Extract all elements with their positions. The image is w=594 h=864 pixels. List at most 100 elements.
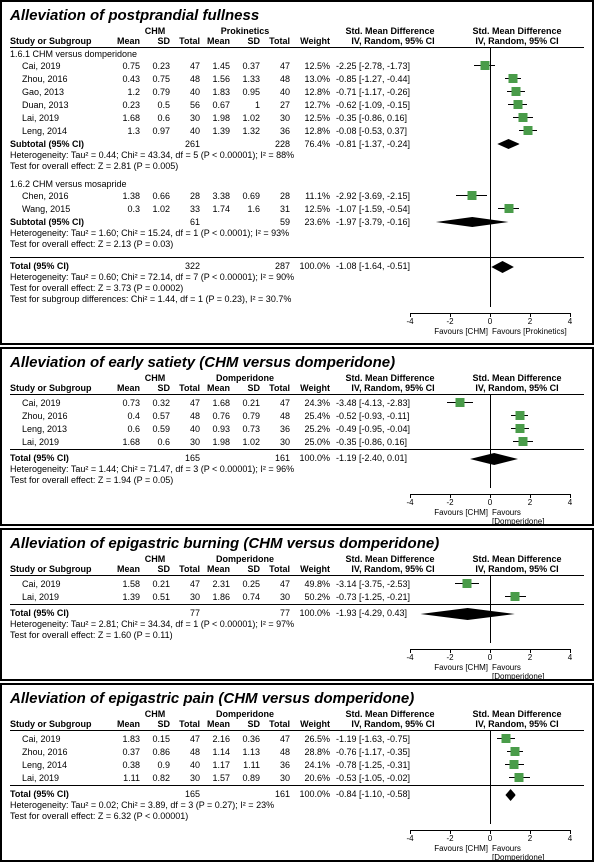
study-row: Leng, 2014 1.3 0.97 40 1.39 1.32 36 12.8… xyxy=(10,124,584,137)
forest-cell xyxy=(450,396,584,409)
col-header: Study or Subgroup Mean SD Total Mean SD … xyxy=(10,564,584,574)
forest-cell xyxy=(450,124,584,137)
study-label: Lai, 2019 xyxy=(10,113,110,123)
point-square xyxy=(456,398,465,407)
overall-test: Test for overall effect: Z = 1.60 (P = 0… xyxy=(10,630,584,641)
overall-test: Test for overall effect: Z = 3.73 (P = 0… xyxy=(10,283,584,294)
study-label: Lai, 2019 xyxy=(10,437,110,447)
forest-cell xyxy=(450,590,584,603)
panel-title: Alleviation of early satiety (CHM versus… xyxy=(10,354,584,371)
study-row: Cai, 2019 1.58 0.21 47 2.31 0.25 47 49.8… xyxy=(10,577,584,590)
point-square xyxy=(502,734,511,743)
forest-cell xyxy=(450,85,584,98)
heterogeneity: Heterogeneity: Tau² = 0.44; Chi² = 43.34… xyxy=(10,150,584,161)
plot-area: Cai, 2019 1.58 0.21 47 2.31 0.25 47 49.8… xyxy=(10,577,584,641)
study-label: Zhou, 2016 xyxy=(10,74,110,84)
col-header: Study or Subgroup Mean SD Total Mean SD … xyxy=(10,36,584,46)
point-square xyxy=(515,411,524,420)
point-square xyxy=(515,773,524,782)
plot-area: Cai, 2019 1.83 0.15 47 2.16 0.36 47 26.5… xyxy=(10,732,584,822)
x-axis: -4-2024 Favours [CHM] Favours [Prokineti… xyxy=(410,307,570,337)
study-row: Chen, 2016 1.38 0.66 28 3.38 0.69 28 11.… xyxy=(10,189,584,202)
panel-title: Alleviation of epigastric pain (CHM vers… xyxy=(10,690,584,707)
study-label: Cai, 2019 xyxy=(10,61,110,71)
study-row: Leng, 2014 0.38 0.9 40 1.17 1.11 36 24.1… xyxy=(10,758,584,771)
subgroup-label: 1.6.1 CHM versus domperidone xyxy=(10,49,584,59)
plot-area: 1.6.1 CHM versus domperidone Cai, 2019 0… xyxy=(10,49,584,305)
point-square xyxy=(509,74,518,83)
study-label: Leng, 2014 xyxy=(10,760,110,770)
total-row: Total (95% CI) 165 161 100.0% -1.19 [-2.… xyxy=(10,451,584,464)
study-row: Wang, 2015 0.3 1.02 33 1.74 1.6 31 12.5%… xyxy=(10,202,584,215)
point-square xyxy=(511,87,520,96)
heterogeneity: Heterogeneity: Tau² = 0.60; Chi² = 72.14… xyxy=(10,272,584,283)
forest-panel: Alleviation of epigastric burning (CHM v… xyxy=(0,528,594,681)
study-label: Zhou, 2016 xyxy=(10,411,110,421)
overall-test: Test for overall effect: Z = 6.32 (P < 0… xyxy=(10,811,584,822)
study-row: Zhou, 2016 0.4 0.57 48 0.76 0.79 48 25.4… xyxy=(10,409,584,422)
forest-panel: Alleviation of postprandial fullness CHM… xyxy=(0,0,594,345)
point-square xyxy=(467,191,476,200)
forest-cell xyxy=(450,111,584,124)
forest-cell xyxy=(450,435,584,448)
point-square xyxy=(519,437,528,446)
point-square xyxy=(481,61,490,70)
study-row: Lai, 2019 1.39 0.51 30 1.86 0.74 30 50.2… xyxy=(10,590,584,603)
subgroup-diff: Test for subgroup differences: Chi² = 1.… xyxy=(10,294,584,305)
study-row: Leng, 2013 0.6 0.59 40 0.93 0.73 36 25.2… xyxy=(10,422,584,435)
col-header: Study or Subgroup Mean SD Total Mean SD … xyxy=(10,383,584,393)
study-label: Leng, 2013 xyxy=(10,424,110,434)
arm-header: CHM Domperidone Std. Mean Difference Std… xyxy=(10,554,584,564)
forest-cell xyxy=(450,59,584,72)
point-square xyxy=(519,113,528,122)
forest-cell xyxy=(450,577,584,590)
panel-title: Alleviation of epigastric burning (CHM v… xyxy=(10,535,584,552)
forest-cell xyxy=(450,409,584,422)
forest-cell xyxy=(450,202,584,215)
point-square xyxy=(463,579,472,588)
diamond xyxy=(494,453,518,465)
study-label: Wang, 2015 xyxy=(10,204,110,214)
forest-cell xyxy=(450,422,584,435)
forest-cell xyxy=(450,758,584,771)
x-axis: -4-2024 Favours [CHM] Favours [Domperido… xyxy=(410,643,570,673)
heterogeneity: Heterogeneity: Tau² = 1.44; Chi² = 71.47… xyxy=(10,464,584,475)
diamond xyxy=(468,608,515,620)
forest-cell xyxy=(450,72,584,85)
total-row: Total (95% CI) 165 161 100.0% -0.84 [-1.… xyxy=(10,787,584,800)
study-label: Gao, 2013 xyxy=(10,87,110,97)
x-axis: -4-2024 Favours [CHM] Favours [Domperido… xyxy=(410,488,570,518)
arm-header: CHM Prokinetics Std. Mean Difference Std… xyxy=(10,26,584,36)
study-label: Chen, 2016 xyxy=(10,191,110,201)
study-row: Zhou, 2016 0.43 0.75 48 1.56 1.33 48 13.… xyxy=(10,72,584,85)
forest-panel: Alleviation of early satiety (CHM versus… xyxy=(0,347,594,526)
col-header: Study or Subgroup Mean SD Total Mean SD … xyxy=(10,719,584,729)
study-label: Duan, 2013 xyxy=(10,100,110,110)
point-square xyxy=(516,424,525,433)
point-square xyxy=(511,592,520,601)
study-label: Lai, 2019 xyxy=(10,773,110,783)
study-row: Lai, 2019 1.68 0.6 30 1.98 1.02 30 12.5%… xyxy=(10,111,584,124)
subgroup-label: 1.6.2 CHM versus mosapride xyxy=(10,179,584,189)
subtotal-row: Subtotal (95% CI) 61 59 23.6% -1.97 [-3.… xyxy=(10,215,584,228)
study-label: Cai, 2019 xyxy=(10,398,110,408)
total-row: Total (95% CI) 77 77 100.0% -1.93 [-4.29… xyxy=(10,606,584,619)
heterogeneity: Heterogeneity: Tau² = 1.60; Chi² = 15.24… xyxy=(10,228,584,239)
study-row: Duan, 2013 0.23 0.5 56 0.67 1 27 12.7% -… xyxy=(10,98,584,111)
panel-title: Alleviation of postprandial fullness xyxy=(10,7,584,24)
x-axis: -4-2024 Favours [CHM] Favours [Domperido… xyxy=(410,824,570,854)
overall-test: Test for overall effect: Z = 1.94 (P = 0… xyxy=(10,475,584,486)
forest-cell xyxy=(450,771,584,784)
point-square xyxy=(513,100,522,109)
point-square xyxy=(510,760,519,769)
study-row: Cai, 2019 1.83 0.15 47 2.16 0.36 47 26.5… xyxy=(10,732,584,745)
forest-cell xyxy=(450,745,584,758)
overall-test: Test for overall effect: Z = 2.13 (P = 0… xyxy=(10,239,584,250)
study-row: Cai, 2019 0.73 0.32 47 1.68 0.21 47 24.3… xyxy=(10,396,584,409)
heterogeneity: Heterogeneity: Tau² = 0.02; Chi² = 3.89,… xyxy=(10,800,584,811)
study-row: Lai, 2019 1.11 0.82 30 1.57 0.89 30 20.6… xyxy=(10,771,584,784)
study-label: Zhou, 2016 xyxy=(10,747,110,757)
diamond xyxy=(472,217,508,227)
forest-panel: Alleviation of epigastric pain (CHM vers… xyxy=(0,683,594,862)
diamond xyxy=(503,261,514,273)
